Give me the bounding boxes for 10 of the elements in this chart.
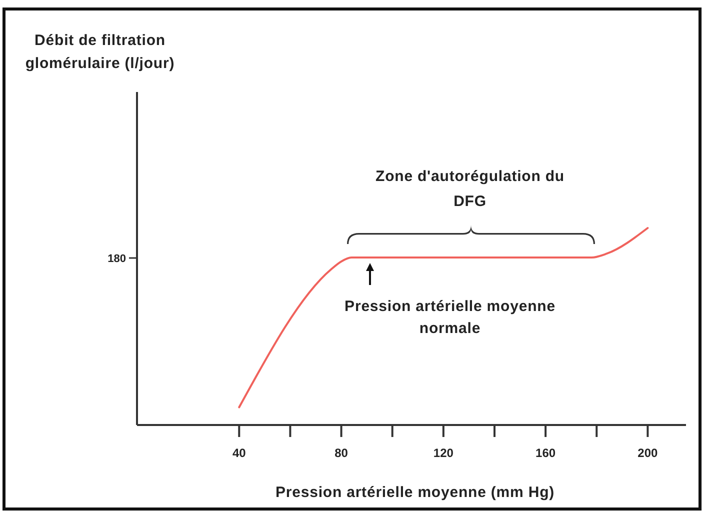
text: 180: [108, 253, 126, 265]
x-tick-label: 40: [232, 446, 246, 460]
annotation: Pression artérielle moyenne normale: [344, 298, 556, 337]
x-tick-label: 200: [638, 446, 658, 460]
x-tick-label: 80: [334, 446, 348, 460]
x-tick-label: 160: [536, 446, 556, 460]
text: Zone d'autorégulation du DFG: [376, 168, 564, 210]
text: Débit de filtration glomérulaire (l/jour): [25, 32, 175, 72]
x-axis-title: Pression artérielle moyenne (mm Hg): [275, 484, 555, 501]
x-tick-label: 120: [433, 446, 454, 460]
